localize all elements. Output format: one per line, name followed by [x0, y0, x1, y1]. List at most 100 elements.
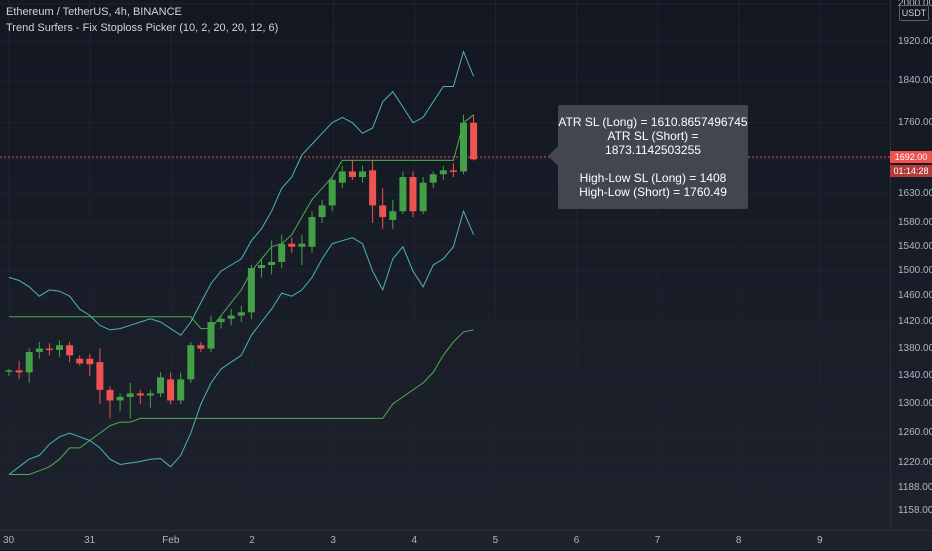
candle	[460, 114, 467, 175]
time-tick-label: 31	[84, 535, 96, 546]
candle-body	[439, 170, 447, 175]
candle-body	[217, 318, 225, 323]
candle-body	[288, 243, 296, 247]
candle-body	[419, 182, 427, 212]
candle-body	[5, 370, 13, 372]
candle	[197, 341, 205, 352]
bar-countdown-label: 01:14:28	[890, 165, 932, 177]
candle-body	[106, 389, 114, 401]
time-tick-label: 8	[735, 535, 742, 546]
price-tick-label: 1220.00	[898, 457, 932, 469]
candle	[409, 171, 417, 218]
candle	[288, 237, 296, 253]
candle	[318, 199, 326, 223]
indicator-lines	[8, 50, 475, 475]
highlow-short-text: High-Low (Short) = 1760.49	[579, 185, 727, 199]
atr-short-text: ATR SL (Short) = 1873.1142503255	[605, 129, 701, 157]
candle-body	[389, 211, 397, 220]
candle	[247, 264, 255, 319]
candle	[217, 315, 225, 329]
candle-body	[25, 351, 33, 373]
candle	[449, 163, 457, 178]
candle-body	[338, 171, 346, 183]
candle-body	[45, 348, 53, 351]
highlow-long-text: High-Low SL (Long) = 1408	[579, 171, 727, 185]
candle	[308, 211, 316, 253]
candle-body	[177, 379, 185, 401]
candle	[348, 160, 356, 180]
price-tick-label: 1840.00	[898, 75, 932, 87]
time-tick-label: 5	[492, 535, 499, 546]
candle-body	[76, 358, 84, 364]
candle-body	[298, 243, 306, 247]
candle	[45, 343, 53, 356]
candle-body	[369, 170, 377, 206]
price-tick-label: 1580.00	[898, 216, 932, 228]
time-tick-label: 2	[249, 535, 255, 546]
time-axis[interactable]: 30 31 Feb 2 3 4 5 6 7 8 9	[0, 530, 932, 551]
candle-body	[207, 322, 215, 349]
candle-body	[66, 345, 74, 356]
candle-body	[399, 177, 407, 212]
plot-area[interactable]	[0, 0, 890, 530]
candle-body	[379, 205, 387, 218]
price-tick-label: 1630.00	[898, 187, 932, 199]
price-tick-label: 2000.00	[898, 0, 932, 9]
candle	[76, 355, 84, 366]
price-axis[interactable]: 2000.00 1920.00 1840.00 1760.00 1630.00 1580.…	[890, 0, 932, 530]
candle	[258, 258, 265, 278]
price-tick-label: 1188.00	[898, 481, 932, 493]
candle-body	[268, 261, 276, 265]
candle-body	[116, 396, 124, 401]
candle	[328, 177, 336, 212]
candle-body	[348, 171, 356, 178]
highlow-upper-line	[9, 114, 474, 330]
candle-body	[470, 122, 478, 160]
time-tick-label: 7	[654, 535, 661, 546]
candle-body	[96, 362, 104, 390]
tooltip-arrow	[548, 146, 558, 166]
candle-body	[258, 264, 265, 269]
candle	[399, 171, 407, 215]
price-tick-label: 1340.00	[898, 369, 932, 381]
candle-body	[247, 268, 255, 313]
candle	[96, 348, 104, 405]
candle	[136, 389, 144, 405]
candle-body	[197, 345, 205, 349]
candle	[126, 382, 134, 419]
symbol-title: Ethereum / TetherUS, 4h, BINANCE	[6, 6, 182, 18]
candle	[207, 315, 215, 352]
atr-lower-band-line	[8, 209, 475, 475]
candle-body	[328, 179, 336, 206]
time-tick-label: 30	[3, 535, 15, 546]
candle	[56, 340, 63, 357]
candle	[379, 188, 387, 229]
candle-body	[86, 358, 94, 365]
currency-unit-badge[interactable]: USDT	[899, 5, 929, 21]
candle-body	[146, 393, 154, 396]
time-tick-label: 3	[330, 535, 336, 546]
candle	[146, 389, 154, 408]
candle-body	[15, 370, 23, 373]
atr-upper-band-line	[8, 50, 475, 336]
tooltip-spacer	[558, 157, 748, 171]
candle	[338, 165, 346, 189]
time-tick-label: Feb	[162, 535, 180, 546]
candle-body	[227, 315, 235, 319]
candle	[25, 348, 33, 383]
candle-body	[409, 177, 417, 212]
candle	[157, 372, 164, 397]
price-tick-label: 1420.00	[898, 316, 932, 328]
time-tick-label: 4	[411, 535, 418, 546]
candle	[429, 171, 437, 189]
candle	[359, 165, 366, 183]
candle-body	[157, 377, 164, 394]
candle	[66, 341, 74, 363]
highlow-lower-line	[9, 329, 474, 475]
candle-body	[308, 217, 316, 247]
candle	[106, 386, 114, 419]
candle	[177, 372, 185, 405]
current-price-label: 1692.00	[890, 151, 932, 163]
candle-body	[359, 171, 366, 178]
